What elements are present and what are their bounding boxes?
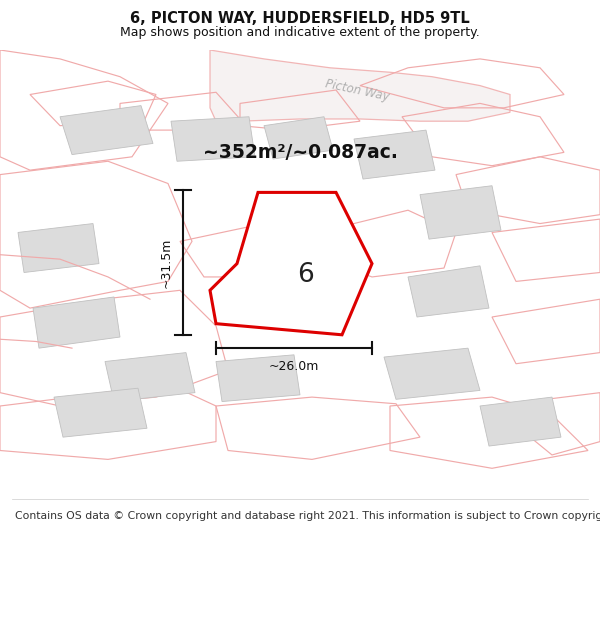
Polygon shape	[210, 50, 510, 121]
Polygon shape	[171, 117, 255, 161]
Text: 6, PICTON WAY, HUDDERSFIELD, HD5 9TL: 6, PICTON WAY, HUDDERSFIELD, HD5 9TL	[130, 11, 470, 26]
Polygon shape	[354, 130, 435, 179]
Polygon shape	[33, 297, 120, 348]
Polygon shape	[384, 348, 480, 399]
Polygon shape	[420, 186, 501, 239]
Text: ~26.0m: ~26.0m	[269, 361, 319, 373]
Polygon shape	[216, 355, 300, 401]
Polygon shape	[18, 224, 99, 272]
Polygon shape	[105, 352, 195, 401]
Text: ~352m²/~0.087ac.: ~352m²/~0.087ac.	[203, 143, 397, 162]
Text: ~31.5m: ~31.5m	[160, 238, 173, 288]
Polygon shape	[60, 106, 153, 154]
Polygon shape	[480, 397, 561, 446]
Text: 6: 6	[297, 262, 314, 288]
Text: Picton Way: Picton Way	[324, 77, 390, 103]
Text: Map shows position and indicative extent of the property.: Map shows position and indicative extent…	[120, 26, 480, 39]
Polygon shape	[210, 192, 372, 335]
Text: Contains OS data © Crown copyright and database right 2021. This information is : Contains OS data © Crown copyright and d…	[15, 511, 600, 521]
Polygon shape	[264, 117, 333, 159]
Polygon shape	[408, 266, 489, 317]
Polygon shape	[54, 388, 147, 437]
